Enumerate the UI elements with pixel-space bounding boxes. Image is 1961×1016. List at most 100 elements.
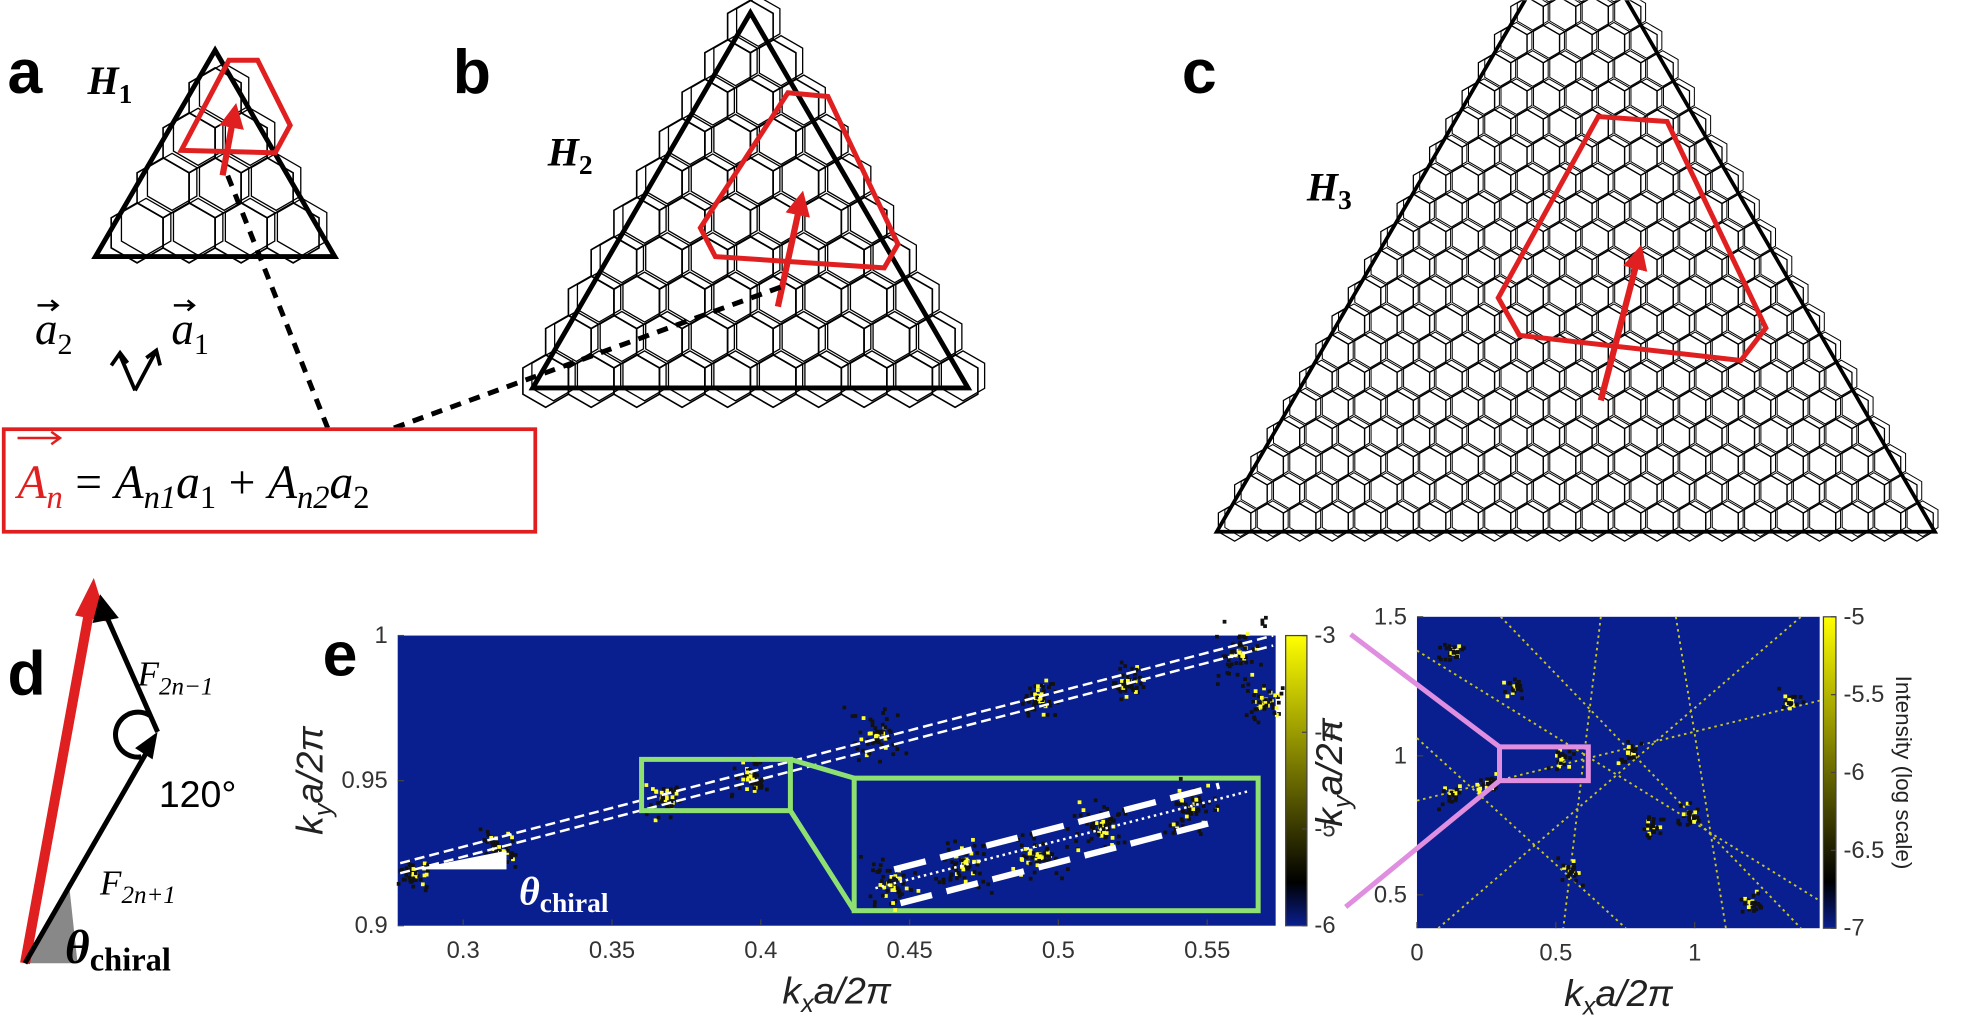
subscript: chiral: [90, 943, 171, 979]
speckle: [1093, 798, 1098, 803]
speckle: [654, 790, 659, 794]
speckle: [1455, 650, 1460, 654]
speckle: [1271, 706, 1275, 710]
speckle: [1046, 858, 1051, 863]
speckle: [1572, 862, 1577, 867]
speckle: [1124, 694, 1129, 699]
speckle: [1032, 843, 1037, 848]
speckle: [1171, 822, 1176, 827]
panel-label: b: [453, 37, 491, 107]
speckle: [426, 863, 430, 868]
speckle: [1204, 809, 1208, 814]
subscript: 2n+1: [121, 882, 175, 909]
hexagon: [1776, 275, 1809, 312]
symbol: H: [87, 58, 121, 103]
speckle: [850, 714, 855, 719]
speckle: [1494, 785, 1498, 790]
speckle: [1260, 618, 1265, 623]
speckle: [1693, 810, 1698, 815]
symbol: A: [15, 457, 48, 509]
speckle: [1256, 720, 1261, 725]
speckle: [892, 876, 896, 881]
speckle: [1447, 653, 1452, 657]
speckle: [853, 741, 857, 746]
speckle: [407, 863, 412, 867]
speckle: [737, 786, 742, 791]
speckle: [1237, 650, 1241, 655]
speckle: [1184, 814, 1189, 819]
speckle: [1035, 688, 1040, 692]
speckle: [1574, 872, 1578, 877]
subscript: 1: [119, 78, 133, 109]
speckle: [883, 746, 888, 750]
hexagon: [917, 310, 963, 363]
speckle: [485, 839, 489, 844]
arrowhead: [135, 731, 158, 760]
speckle: [1571, 859, 1576, 863]
speckle: [1754, 889, 1759, 894]
speckle: [1060, 876, 1064, 881]
speckle: [1678, 804, 1683, 808]
symbol: k: [782, 969, 803, 1011]
speckle: [948, 875, 953, 880]
speckle: [879, 742, 884, 747]
speckle: [1034, 860, 1039, 865]
speckle: [1092, 823, 1096, 828]
x-tick-label: 0.35: [589, 937, 635, 964]
speckle: [1134, 685, 1139, 690]
speckle: [1234, 661, 1239, 665]
speckle: [1488, 777, 1493, 782]
speckle: [1026, 711, 1031, 716]
speckle: [892, 888, 897, 892]
speckle: [1023, 696, 1028, 701]
speckle: [1251, 647, 1256, 652]
speckle: [1555, 767, 1559, 772]
speckle: [1453, 791, 1457, 796]
speckle: [1688, 801, 1693, 805]
speckle: [1798, 695, 1803, 699]
speckle: [1447, 644, 1452, 649]
speckle: [1138, 681, 1143, 686]
speckle: [1754, 907, 1759, 912]
angle-name: θchiral: [65, 922, 171, 979]
speckle: [669, 799, 674, 804]
symbol: θ: [519, 868, 540, 913]
speckle: [506, 831, 511, 836]
speckle: [949, 872, 954, 877]
speckle: [1626, 750, 1630, 755]
speckle: [1576, 871, 1581, 875]
speckle: [1787, 697, 1792, 702]
speckle: [964, 859, 969, 864]
speckle: [972, 870, 977, 874]
hexagon: [781, 74, 826, 126]
speckle: [672, 795, 677, 800]
speckle: [1437, 655, 1442, 660]
speckle: [1263, 624, 1267, 629]
speckle: [482, 838, 487, 842]
panel-d: F2n−1 120° F2n+1 θchiral: [20, 578, 236, 979]
speckle: [504, 845, 509, 850]
speckle: [1619, 759, 1624, 764]
speckle: [1489, 780, 1494, 785]
speckle: [669, 804, 674, 808]
symbol: a: [176, 457, 200, 509]
speckle: [1743, 896, 1747, 901]
speckle: [1025, 709, 1029, 714]
speckle: [1557, 764, 1561, 769]
speckle: [748, 774, 753, 779]
speckle: [1273, 693, 1278, 698]
speckle: [895, 713, 900, 718]
panel-label: c: [1182, 37, 1217, 107]
speckle: [485, 829, 490, 834]
speckle: [1076, 848, 1081, 853]
speckle: [1692, 819, 1696, 824]
speckle: [1258, 700, 1262, 705]
speckle: [1241, 684, 1245, 688]
speckle: [1572, 752, 1576, 756]
hexagon: [1610, 0, 1618, 3]
speckle: [882, 885, 887, 890]
speckle: [1688, 821, 1693, 825]
speckle: [1194, 808, 1199, 813]
speckle: [1118, 666, 1123, 671]
